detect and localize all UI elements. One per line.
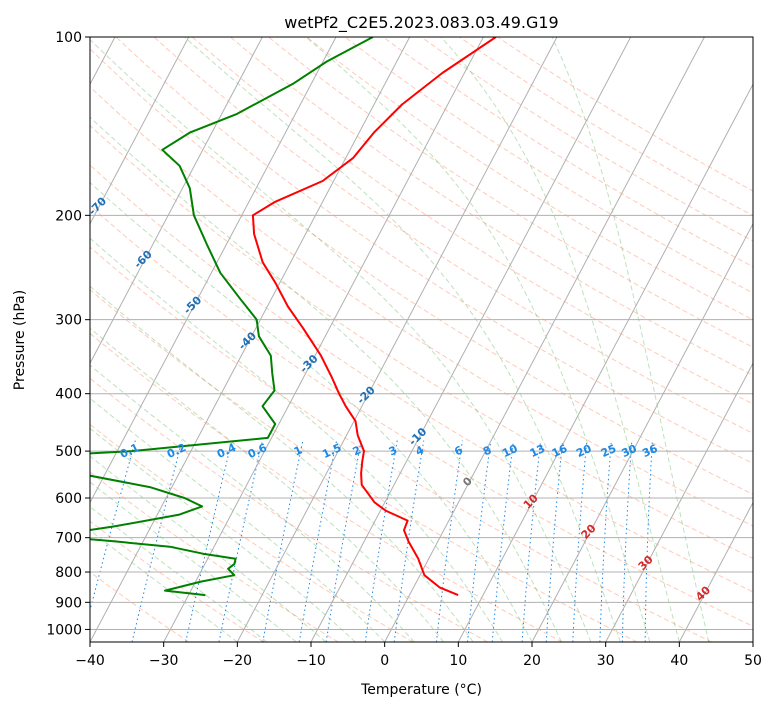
moist-adiabat: [184, 37, 621, 642]
temperature-profile-line: [251, 37, 497, 597]
isotherm-line: [384, 37, 705, 642]
moist-adiabat: [90, 481, 297, 642]
moist-adiabat: [90, 38, 592, 642]
mixing-ratio-line: [599, 440, 612, 642]
x-tick-label: 30: [597, 653, 615, 669]
mixing-ratio-label: 30: [620, 442, 640, 460]
mixing-ratio-line: [521, 440, 542, 642]
mixing-ratio-line: [218, 440, 263, 642]
moist-adiabat: [305, 37, 651, 642]
isotherm-line: [90, 37, 337, 504]
moist-adiabat: [90, 181, 533, 642]
sounding-profiles: [90, 37, 497, 597]
mixing-ratio-line: [572, 440, 588, 642]
x-tick-label: 40: [670, 653, 688, 669]
mixing-ratio-label: 10: [500, 442, 520, 460]
moist-adiabat: [90, 327, 444, 642]
x-tick-label: −20: [223, 653, 253, 669]
dry-adiabat: [90, 377, 488, 642]
moist-adiabat: [440, 37, 680, 642]
y-tick-label: 600: [55, 491, 82, 507]
plot-frame: [89, 36, 754, 643]
mixing-ratio-lines: [90, 440, 653, 642]
mixing-ratio-line: [545, 440, 564, 642]
mixing-ratio-labels: 0.1 0.2 0.4 0.6 1 1.5 2 3 4 6 8 10 13 16 20 25 30 36: [118, 441, 660, 461]
y-tick-label: 200: [55, 208, 82, 224]
y-tick-label: 1000: [46, 622, 82, 638]
dry-adiabat: [90, 332, 563, 642]
isotherm-line: [457, 83, 753, 642]
mixing-ratio-line: [262, 440, 304, 642]
mixing-ratio-line: [185, 440, 233, 642]
y-tick-label: 500: [55, 444, 82, 460]
isotherm-line: [605, 362, 753, 642]
chart-title: wetPf2_C2E5.2023.083.03.49.G19: [284, 13, 558, 33]
x-tick-label: −40: [75, 653, 105, 669]
mixing-ratio-label: 20: [574, 442, 594, 460]
dry-adiabats: [90, 37, 753, 642]
mixing-ratio-line: [393, 440, 425, 642]
mixing-ratio-label: 13: [528, 442, 547, 460]
isotherm-line: [531, 222, 753, 642]
plot-area: -100-90-80-70-60-50-40-30-20-10010203040…: [90, 37, 753, 642]
mixing-ratio-line: [435, 440, 463, 642]
isotherm-line: [90, 37, 411, 642]
dry-adiabat: [90, 289, 638, 642]
y-axis-label: Pressure (hPa): [12, 290, 28, 390]
mixing-ratio-line: [364, 440, 398, 642]
moist-adiabat: [90, 505, 268, 642]
x-tick-label: 0: [380, 653, 389, 669]
x-axis: −40 −30 −20 −10 0 10 20 30 40 50: [75, 642, 762, 669]
dry-adiabat: [90, 204, 753, 627]
isotherm-line: [90, 37, 263, 365]
moist-adiabat: [90, 364, 415, 642]
x-tick-label: 10: [449, 653, 467, 669]
y-tick-label: 800: [55, 565, 82, 581]
moist-adiabat: [551, 37, 710, 642]
mixing-ratio-line: [467, 440, 492, 642]
y-tick-label: 300: [55, 313, 82, 329]
dry-adiabat: [191, 37, 753, 405]
x-tick-label: −10: [296, 653, 326, 669]
dry-adiabat: [229, 37, 753, 376]
x-tick-label: −30: [149, 653, 179, 669]
mixing-ratio-line: [491, 440, 514, 642]
mixing-ratio-label: 36: [640, 442, 660, 460]
y-tick-label: 900: [55, 595, 82, 611]
x-tick-label: 50: [744, 653, 762, 669]
y-axis: 100 200 300 400 500 600 700 800 900 1000: [46, 30, 90, 638]
moist-adiabat: [90, 116, 562, 642]
x-tick-label: 20: [523, 653, 541, 669]
y-tick-label: 700: [55, 531, 82, 547]
isotherms: [90, 37, 753, 642]
isobars: [90, 37, 753, 630]
mixing-ratio-label: 16: [550, 442, 570, 460]
mixing-ratio-line: [621, 440, 633, 642]
moist-adiabat: [90, 285, 474, 642]
dry-adiabat: [267, 37, 753, 348]
dry-adiabat: [90, 571, 190, 642]
moist-adiabats: [90, 37, 710, 642]
isotherm-line: [678, 501, 753, 642]
dry-adiabat: [90, 124, 753, 560]
dry-adiabat: [90, 48, 753, 495]
x-axis-label: Temperature (°C): [360, 682, 482, 698]
moist-adiabat: [90, 455, 327, 642]
moist-adiabat: [90, 237, 503, 642]
isotherm-line: [310, 37, 632, 642]
y-tick-label: 100: [55, 30, 82, 46]
dry-adiabat: [90, 246, 712, 642]
isotherm-line: [163, 37, 484, 642]
dry-adiabat: [90, 86, 753, 527]
y-tick-label: 400: [55, 387, 82, 403]
moist-adiabat: [90, 397, 386, 642]
isotherm-line: [236, 37, 558, 642]
dry-adiabat: [90, 423, 414, 642]
dewpoint-profile-line: [90, 37, 374, 597]
mixing-ratio-label: 25: [599, 442, 618, 460]
mixing-ratio-line: [644, 440, 653, 642]
isotherm-line: [90, 37, 190, 225]
